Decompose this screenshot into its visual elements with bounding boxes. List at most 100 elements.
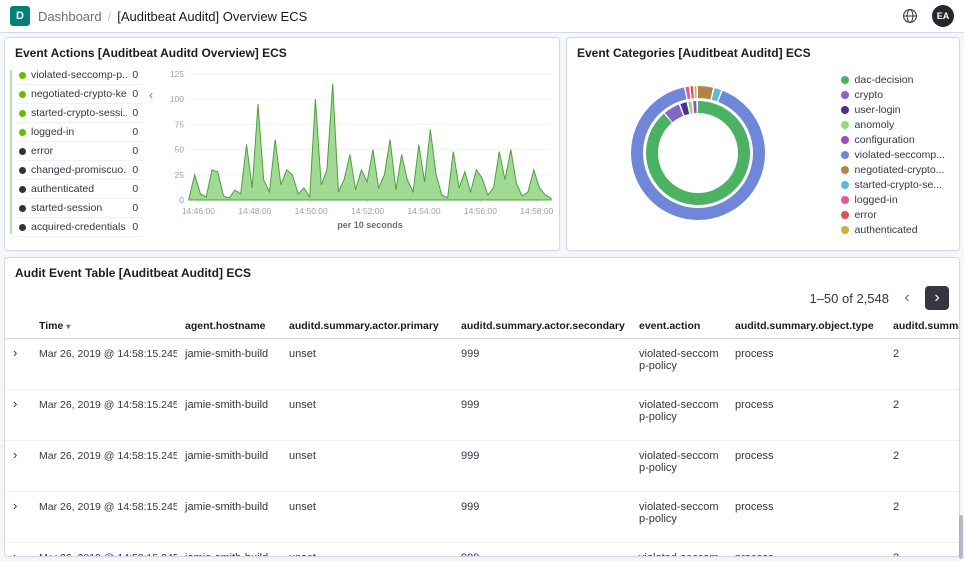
category-legend-item[interactable]: anomoly (840, 118, 945, 133)
svg-text:125: 125 (170, 69, 184, 79)
category-legend-item[interactable]: error (840, 208, 945, 223)
avatar[interactable]: EA (932, 5, 954, 27)
legend-item[interactable]: negotiated-crypto-key 0 (17, 85, 144, 104)
legend-color-dot (840, 76, 849, 84)
audit-event-table: Time ▾ agent.hostname auditd.summary.actor.… (5, 314, 959, 556)
legend-collapse-button[interactable]: ‹ (149, 88, 154, 102)
donut-segment-configuration[interactable] (646, 100, 750, 205)
legend-label: negotiated-crypto-key (31, 88, 128, 100)
time-cell: Mar 26, 2019 @ 14:58:15.245 (31, 542, 177, 556)
hostname-cell: jamie-smith-build (177, 542, 281, 556)
legend-color-dot (840, 121, 849, 129)
category-legend-item[interactable]: authenticated (840, 223, 945, 238)
legend-label: violated-seccomp-p... (31, 69, 128, 81)
donut-segment-authenticated[interactable] (631, 85, 765, 220)
legend-color-dot (19, 185, 26, 193)
donut-segment-negotiated-crypto...[interactable] (631, 85, 765, 220)
svg-text:14:58:00: 14:58:00 (520, 206, 553, 216)
expand-cell: › (5, 440, 31, 492)
category-legend-item[interactable]: logged-in (840, 193, 945, 208)
legend-label: started-session (31, 202, 103, 214)
legend-value: 0 (132, 88, 139, 100)
legend-item[interactable]: violated-seccomp-p... 0 (17, 66, 144, 85)
column-header-time[interactable]: Time ▾ (31, 314, 177, 339)
category-legend-item[interactable]: violated-seccomp... (840, 148, 945, 163)
legend-color-dot (19, 109, 26, 117)
event-actions-legend: violated-seccomp-p... 0 negotiated-crypto-… (5, 64, 144, 246)
expand-cell: › (5, 491, 31, 543)
category-legend-item[interactable]: dac-decision (840, 73, 945, 88)
object-type-cell: process (727, 338, 885, 390)
legend-label: user-login (854, 104, 901, 116)
donut-segment-logged-in[interactable] (627, 81, 770, 224)
svg-text:14:48:00: 14:48:00 (238, 206, 271, 216)
actor-primary-cell: unset (281, 440, 453, 492)
legend-item[interactable]: started-crypto-sessi... 0 (17, 104, 144, 123)
sort-caret-icon: ▾ (66, 322, 71, 331)
legend-item[interactable]: logged-in 0 (17, 123, 144, 142)
column-header-auditd-summary[interactable]: auditd.summary (885, 314, 959, 339)
legend-value: 0 (132, 145, 139, 157)
legend-item[interactable]: started-session 0 (17, 199, 144, 218)
expand-row-button[interactable]: › (13, 396, 18, 411)
donut-segment-dac-decision[interactable] (646, 100, 750, 205)
svg-text:14:52:00: 14:52:00 (351, 206, 384, 216)
column-header-auditd-summary-object-type[interactable]: auditd.summary.object.type (727, 314, 885, 339)
category-legend-item[interactable]: started-crypto-se... (840, 178, 945, 193)
event-action-cell: violated-seccomp-policy (631, 491, 727, 543)
hostname-cell: jamie-smith-build (177, 440, 281, 492)
donut-chart-svg (624, 78, 773, 227)
summary-cell: 2 (885, 491, 959, 543)
legend-item[interactable]: changed-promiscuo... 0 (17, 161, 144, 180)
expand-row-button[interactable]: › (13, 345, 18, 360)
column-header-auditd-summary-actor-primary[interactable]: auditd.summary.actor.primary (281, 314, 453, 339)
dashboard-content: Event Actions [Auditbeat Auditd Overview… (0, 33, 964, 561)
donut-segment-anomoly[interactable] (644, 99, 752, 207)
category-legend-item[interactable]: user-login (840, 103, 945, 118)
donut-segment-started-crypto-se...[interactable] (624, 78, 773, 227)
vertical-scrollbar-thumb[interactable] (959, 515, 963, 559)
globe-icon[interactable] (902, 8, 918, 24)
audit-event-table-panel: Audit Event Table [Auditbeat Auditd] ECS… (4, 257, 960, 557)
actor-secondary-cell: 999 (453, 440, 631, 492)
page-title: [Auditbeat Auditd] Overview ECS (117, 8, 308, 24)
event-actions-area-chart: 0 25 50 75 100 125 14:46:00 14:48:00 14:50:00 14:… (159, 64, 559, 246)
expand-row-button[interactable]: › (13, 498, 18, 513)
legend-value: 0 (132, 69, 139, 81)
legend-color-dot (19, 90, 26, 98)
legend-color-dot (19, 223, 26, 231)
pagination-prev-button[interactable]: ‹ (895, 286, 919, 310)
legend-color-dot (840, 136, 849, 144)
expand-column-header (5, 314, 31, 339)
app-logo[interactable]: D (10, 6, 30, 26)
event-actions-vis: violated-seccomp-p... 0 negotiated-crypto-… (5, 64, 559, 246)
column-header-label: auditd.summary.actor.secondary (461, 320, 625, 332)
event-actions-panel: Event Actions [Auditbeat Auditd Overview… (4, 37, 560, 251)
column-header-agent-hostname[interactable]: agent.hostname (177, 314, 281, 339)
legend-color-dot (19, 71, 26, 79)
column-header-event-action[interactable]: event.action (631, 314, 727, 339)
breadcrumb-dashboard[interactable]: Dashboard (38, 8, 102, 24)
category-legend-item[interactable]: negotiated-crypto... (840, 163, 945, 178)
time-cell: Mar 26, 2019 @ 14:58:15.245 (31, 338, 177, 390)
legend-label: authenticated (854, 224, 918, 236)
legend-item[interactable]: acquired-credentials 0 (17, 218, 144, 237)
event-action-cell: violated-seccomp-policy (631, 389, 727, 441)
event-actions-title: Event Actions [Auditbeat Auditd Overview… (15, 46, 287, 60)
legend-item[interactable]: authenticated 0 (17, 180, 144, 199)
svg-text:25: 25 (175, 170, 185, 180)
category-legend-item[interactable]: crypto (840, 88, 945, 103)
legend-color-dot (840, 91, 849, 99)
pagination-next-button[interactable]: › (925, 286, 949, 310)
area-series (188, 84, 552, 201)
expand-row-button[interactable]: › (13, 550, 17, 556)
column-header-auditd-summary-actor-secondary[interactable]: auditd.summary.actor.secondary (453, 314, 631, 339)
expand-row-button[interactable]: › (13, 447, 18, 462)
category-legend-item[interactable]: configuration (840, 133, 945, 148)
column-header-label: event.action (639, 320, 701, 332)
legend-item[interactable]: error 0 (17, 142, 144, 161)
actor-primary-cell: unset (281, 338, 453, 390)
